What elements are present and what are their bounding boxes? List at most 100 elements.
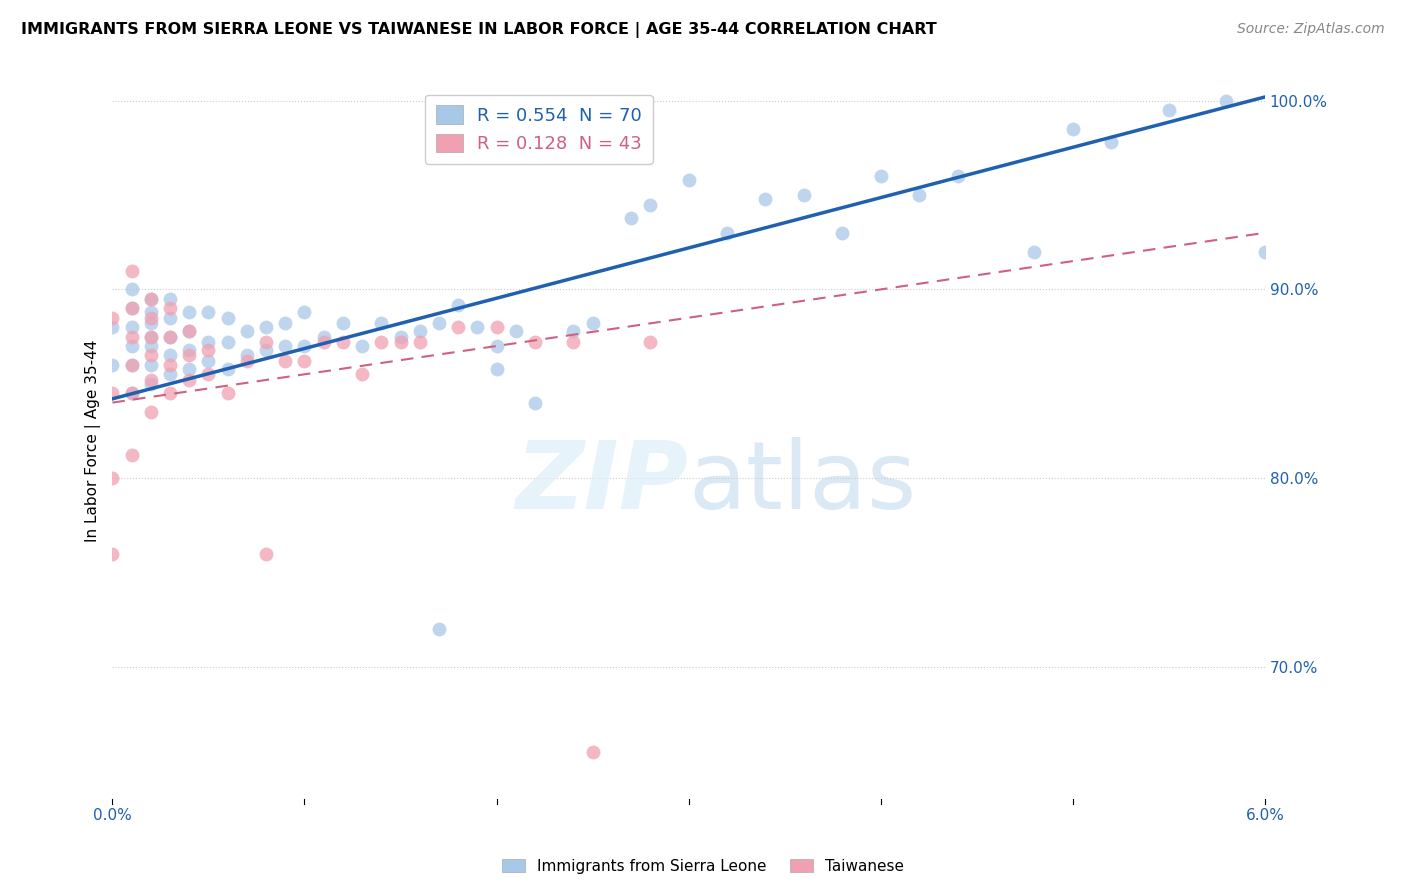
- Point: [793, 188, 815, 202]
- Point: [1254, 244, 1277, 259]
- Point: [523, 395, 546, 409]
- Point: [139, 305, 162, 319]
- Point: [197, 305, 219, 319]
- Point: [121, 358, 143, 372]
- Point: [159, 329, 181, 343]
- Point: [1062, 122, 1084, 136]
- Point: [139, 329, 162, 343]
- Point: [197, 335, 219, 350]
- Point: [197, 343, 219, 357]
- Point: [139, 339, 162, 353]
- Text: Source: ZipAtlas.com: Source: ZipAtlas.com: [1237, 22, 1385, 37]
- Point: [869, 169, 891, 184]
- Point: [294, 354, 316, 368]
- Text: IMMIGRANTS FROM SIERRA LEONE VS TAIWANESE IN LABOR FORCE | AGE 35-44 CORRELATION: IMMIGRANTS FROM SIERRA LEONE VS TAIWANES…: [21, 22, 936, 38]
- Point: [121, 358, 143, 372]
- Point: [179, 361, 201, 376]
- Point: [620, 211, 643, 225]
- Point: [562, 335, 585, 350]
- Point: [159, 310, 181, 325]
- Point: [139, 329, 162, 343]
- Point: [139, 373, 162, 387]
- Point: [236, 348, 259, 362]
- Point: [352, 368, 374, 382]
- Point: [1099, 135, 1122, 149]
- Point: [312, 335, 335, 350]
- Point: [197, 368, 219, 382]
- Point: [179, 324, 201, 338]
- Point: [101, 386, 124, 401]
- Point: [294, 339, 316, 353]
- Point: [370, 335, 392, 350]
- Point: [197, 354, 219, 368]
- Point: [101, 310, 124, 325]
- Point: [121, 449, 143, 463]
- Point: [236, 354, 259, 368]
- Point: [754, 192, 776, 206]
- Point: [101, 320, 124, 334]
- Point: [101, 471, 124, 485]
- Point: [908, 188, 931, 202]
- Point: [352, 339, 374, 353]
- Point: [159, 386, 181, 401]
- Point: [485, 339, 508, 353]
- Point: [139, 317, 162, 331]
- Point: [638, 335, 661, 350]
- Point: [370, 317, 392, 331]
- Y-axis label: In Labor Force | Age 35-44: In Labor Force | Age 35-44: [86, 339, 101, 541]
- Point: [159, 368, 181, 382]
- Point: [121, 386, 143, 401]
- Point: [274, 339, 297, 353]
- Point: [274, 317, 297, 331]
- Point: [159, 358, 181, 372]
- Point: [274, 354, 297, 368]
- Point: [485, 361, 508, 376]
- Point: [121, 282, 143, 296]
- Point: [121, 301, 143, 316]
- Point: [1215, 94, 1237, 108]
- Point: [139, 292, 162, 306]
- Point: [523, 335, 546, 350]
- Point: [581, 745, 603, 759]
- Point: [139, 405, 162, 419]
- Point: [217, 310, 239, 325]
- Point: [485, 320, 508, 334]
- Point: [159, 348, 181, 362]
- Point: [389, 329, 412, 343]
- Point: [159, 301, 181, 316]
- Point: [139, 292, 162, 306]
- Point: [121, 339, 143, 353]
- Point: [638, 197, 661, 211]
- Point: [121, 320, 143, 334]
- Point: [312, 329, 335, 343]
- Point: [139, 348, 162, 362]
- Point: [1024, 244, 1046, 259]
- Point: [294, 305, 316, 319]
- Legend: Immigrants from Sierra Leone, Taiwanese: Immigrants from Sierra Leone, Taiwanese: [496, 853, 910, 880]
- Point: [159, 292, 181, 306]
- Point: [1157, 103, 1180, 118]
- Point: [716, 226, 738, 240]
- Point: [101, 547, 124, 561]
- Point: [121, 301, 143, 316]
- Point: [236, 324, 259, 338]
- Point: [254, 320, 277, 334]
- Point: [946, 169, 969, 184]
- Point: [332, 317, 354, 331]
- Point: [179, 343, 201, 357]
- Point: [254, 343, 277, 357]
- Point: [139, 310, 162, 325]
- Point: [179, 373, 201, 387]
- Point: [179, 324, 201, 338]
- Point: [332, 335, 354, 350]
- Point: [254, 335, 277, 350]
- Point: [217, 361, 239, 376]
- Point: [389, 335, 412, 350]
- Point: [121, 329, 143, 343]
- Point: [678, 173, 700, 187]
- Point: [427, 622, 450, 636]
- Point: [447, 320, 470, 334]
- Point: [447, 297, 470, 311]
- Point: [121, 263, 143, 277]
- Point: [581, 317, 603, 331]
